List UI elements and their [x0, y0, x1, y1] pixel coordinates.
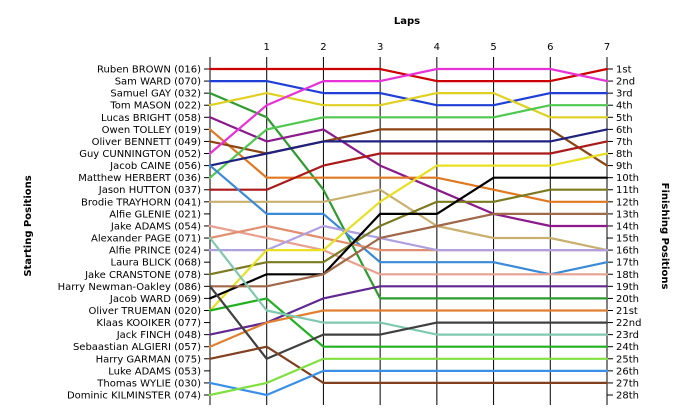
rider-series-line: [208, 224, 609, 252]
finish-label: 15th: [616, 234, 639, 245]
finish-label: 25th: [616, 354, 639, 365]
rider-series-line: [208, 345, 609, 384]
x-axis-label: Laps: [394, 16, 420, 27]
finish-label: 19th: [616, 282, 639, 293]
lap-tick-label: 4: [434, 42, 440, 53]
start-label: Tom MASON (022): [109, 101, 201, 112]
lap-tick-labels: 1 2 3 4 5 6 7: [264, 42, 611, 53]
finish-label: 26th: [616, 366, 639, 377]
lap-tick-label: 3: [377, 42, 383, 53]
series-layer: [208, 67, 609, 397]
start-label: Jacob WARD (069): [109, 294, 201, 305]
start-label: Alexander PAGE (071): [91, 234, 201, 245]
start-label: Lucas BRIGHT (058): [101, 113, 201, 124]
rider-series-line: [208, 285, 609, 336]
start-label: Matthew HERBERT (036): [78, 173, 201, 184]
finish-label: 13th: [616, 209, 639, 220]
start-label: Thomas WYLIE (030): [96, 378, 201, 389]
rider-series-line: [208, 128, 609, 167]
finish-label: 16th: [616, 246, 639, 257]
start-label: Jake ADAMS (054): [110, 221, 201, 232]
start-label: Dominic KILMINSTER (074): [67, 391, 201, 402]
rider-series-line: [208, 67, 609, 155]
rider-series-line: [208, 128, 609, 167]
start-label: Guy CUNNINGTON (052): [79, 149, 201, 160]
start-label: Jack FINCH (048): [116, 330, 201, 341]
finish-label: 8th: [616, 149, 633, 160]
start-label: Alfie PRINCE (024): [109, 246, 201, 257]
rider-series-line: [208, 91, 609, 300]
lap-tick-label: 6: [547, 42, 553, 53]
rider-series-line: [208, 357, 609, 397]
lap-tick-label: 1: [264, 42, 270, 53]
rider-series-line: [208, 285, 609, 360]
left-axis-label: Starting Positions: [23, 175, 34, 276]
rider-series-line: [208, 152, 609, 312]
start-label: Jason HUTTON (037): [98, 185, 201, 196]
finish-label: 2nd: [616, 77, 635, 88]
rider-series-line: [208, 297, 609, 348]
rider-series-line: [208, 176, 609, 300]
start-label: Sebaastian ALGIERI (057): [73, 342, 201, 353]
finish-label: 7th: [616, 137, 633, 148]
finish-label: 6th: [616, 125, 633, 136]
start-label: Luke ADAMS (053): [108, 366, 201, 377]
finish-label: 10th: [616, 173, 639, 184]
start-label: Alfie GLENIE (021): [109, 209, 201, 220]
finish-label: 9th: [616, 161, 633, 172]
start-label: Oliver TRUEMAN (020): [89, 306, 202, 317]
gridlines: [266, 57, 608, 405]
finish-label: 28th: [616, 391, 639, 402]
start-label: Laura BLICK (068): [111, 258, 202, 269]
rider-series-line: [208, 128, 609, 203]
finish-label: 12th: [616, 197, 639, 208]
rider-series-line: [208, 224, 609, 276]
finish-label: 4th: [616, 101, 633, 112]
rider-series-line: [208, 91, 609, 119]
start-label: Owen TOLLEY (019): [102, 125, 201, 136]
finish-label: 5th: [616, 113, 633, 124]
starting-position-labels: Ruben BROWN (016)Sam WARD (070)Samuel GA…: [58, 65, 202, 402]
right-axis-label: Finishing Positions: [659, 183, 670, 290]
rider-series-line: [208, 369, 609, 397]
start-label: Oliver BENNETT (049): [92, 137, 201, 148]
start-label: Harry GARMAN (075): [96, 354, 201, 365]
start-label: Klaas KOOIKER (077): [96, 318, 201, 329]
start-label: Brodie TRAYHORN (041): [81, 197, 201, 208]
finish-label: 27th: [616, 378, 639, 389]
finish-label: 21st: [616, 306, 638, 317]
finish-label: 1st: [616, 65, 632, 76]
start-label: Sam WARD (070): [115, 77, 201, 88]
rider-series-line: [208, 116, 609, 228]
lap-tick-label: 5: [490, 42, 496, 53]
finishing-position-labels: 1st2nd3rd4th5th6th7th8th9th10th11th12th1…: [616, 65, 641, 402]
start-label: Jacob CAINE (056): [109, 161, 201, 172]
start-label: Jake CRANSTONE (078): [84, 270, 201, 281]
finish-label: 20th: [616, 294, 639, 305]
finish-label: 17th: [616, 258, 639, 269]
start-label: Ruben BROWN (016): [97, 65, 201, 76]
start-label: Harry Newman-Oakley (086): [58, 282, 202, 293]
finish-label: 18th: [616, 270, 639, 281]
lap-tick-label: 2: [320, 42, 326, 53]
finish-label: 11th: [616, 185, 639, 196]
finish-label: 23rd: [616, 330, 639, 341]
finish-label: 3rd: [616, 89, 633, 100]
finish-label: 14th: [616, 221, 639, 232]
rider-series-line: [208, 104, 609, 179]
rider-series-line: [208, 309, 609, 348]
rider-series-line: [208, 140, 609, 191]
rider-series-line: [208, 164, 609, 276]
rider-series-line: [208, 212, 609, 288]
finish-label: 24th: [616, 342, 639, 353]
finish-label: 22nd: [616, 318, 641, 329]
lap-tick-label: 7: [604, 42, 610, 53]
rider-series-line: [208, 188, 609, 252]
start-label: Samuel GAY (032): [110, 89, 201, 100]
